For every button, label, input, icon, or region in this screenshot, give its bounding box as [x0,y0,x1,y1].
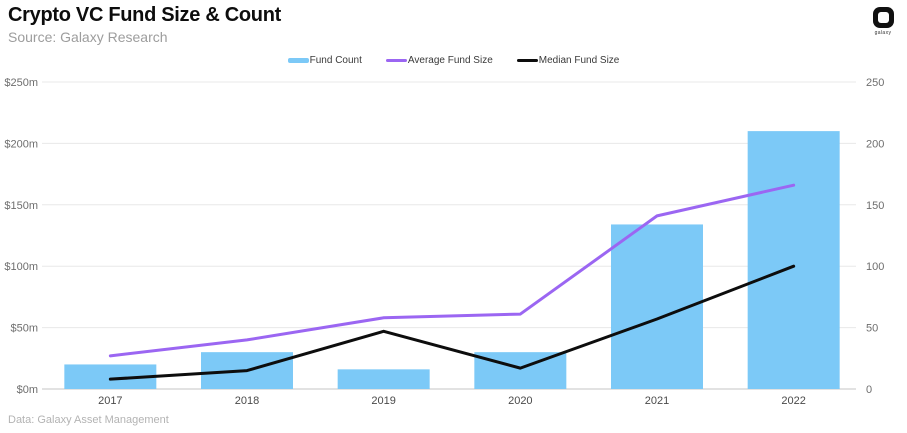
x-axis-label-2017: 2017 [98,395,122,407]
chart-legend: Fund Count Average Fund Size Median Fund S… [0,55,907,66]
line-average-fund-size [108,183,796,358]
left-axis-tick: $250m [4,77,38,89]
x-axis-label-2019: 2019 [371,395,395,407]
legend-item-median-fund-size: Median Fund Size [516,55,620,66]
right-axis-tick: 250 [866,77,884,89]
galaxy-logo-word: galaxy [874,30,892,36]
galaxy-logo-icon [872,7,894,28]
left-axis-tick: $150m [4,200,38,212]
page-title: Crypto VC Fund Size & Count [8,4,281,26]
legend-label: Fund Count [309,55,362,66]
page-subtitle: Source: Galaxy Research [8,29,168,45]
galaxy-logo: galaxy [868,7,898,36]
line-median-fund-size [108,264,796,381]
legend-label: Average Fund Size [407,55,493,66]
legend-swatch-icon [287,58,309,63]
right-axis-tick: 150 [866,200,884,212]
right-axis-tick: 50 [866,323,878,335]
bar-2022 [747,131,840,389]
left-axis-tick: $50m [10,323,38,335]
left-axis-tick: $100m [4,261,38,273]
right-axis-tick: 100 [866,261,884,273]
right-axis-tick: 200 [866,138,884,150]
left-axis-tick: $200m [4,138,38,150]
data-source-note: Data: Galaxy Asset Management [8,414,169,426]
x-axis-label-2020: 2020 [508,395,532,407]
x-axis-label-2021: 2021 [645,395,669,407]
left-axis-tick: $0m [17,384,38,396]
bar-2019 [337,369,430,389]
right-axis-tick: 0 [866,384,872,396]
x-axis-label-2022: 2022 [781,395,805,407]
legend-item-average-fund-size: Average Fund Size [385,55,493,66]
x-axis-label-2018: 2018 [235,395,259,407]
legend-swatch-icon [516,59,538,62]
legend-label: Median Fund Size [538,55,620,66]
legend-item-fund-count: Fund Count [287,55,362,66]
legend-swatch-icon [385,59,407,62]
